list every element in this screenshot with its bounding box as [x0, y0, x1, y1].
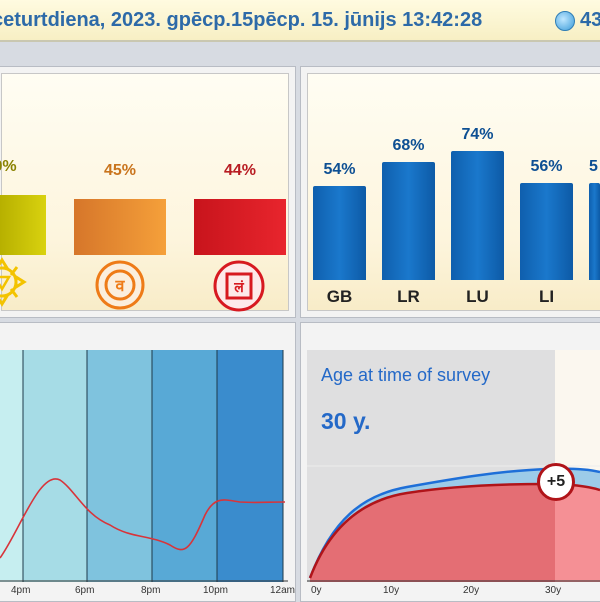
age-tick-0y: 0y	[311, 585, 322, 596]
age-tick-30y: 30y	[545, 585, 562, 596]
age-chart	[307, 350, 600, 582]
meridian-label-lr: LR	[397, 287, 420, 306]
chakra-bar-1	[0, 195, 46, 255]
day-segment-2	[23, 350, 87, 582]
age-badge-label: +5	[546, 473, 566, 490]
top-bar: ceturtdiena, 2023. gpēcp.15pēcp. 15. jūn…	[0, 0, 600, 42]
meridian-bar-li	[520, 183, 573, 280]
meridian-bar-gb	[313, 186, 366, 280]
current-datetime: ceturtdiena, 2023. gpēcp.15pēcp. 15. jūn…	[0, 9, 483, 31]
age-lower-area	[310, 484, 555, 582]
meridian-percent-lu: 74%	[461, 126, 494, 143]
chakra-percent-1: 0%	[0, 158, 17, 175]
chakra-percent-2: 45%	[103, 162, 137, 179]
day-segment-5	[217, 350, 283, 582]
day-tick-6pm: 6pm	[75, 585, 95, 596]
solar-plexus-chakra-icon	[0, 257, 27, 307]
chakra-percent-3: 44%	[223, 162, 257, 179]
meridian-label-gb: GB	[326, 287, 353, 306]
meridian-label-li: LI	[538, 287, 555, 306]
day-tick-4pm: 4pm	[11, 585, 31, 596]
meridian-bar-lu	[451, 151, 504, 280]
chakra-panel	[0, 66, 296, 318]
svg-text:लं: लं	[233, 280, 244, 296]
meridian-label-lu: LU	[466, 287, 489, 306]
day-tick-10pm: 10pm	[203, 585, 229, 596]
chakra-bar-3	[194, 199, 286, 255]
meridian-percent-5: 5	[589, 158, 598, 175]
meridian-bar-5	[589, 183, 600, 280]
day-curve	[0, 478, 286, 559]
age-badge[interactable]: +5	[537, 463, 575, 501]
day-segment-1	[0, 350, 23, 582]
age-value: 30 y.	[321, 408, 371, 434]
sacral-chakra-icon: व	[95, 260, 145, 310]
age-tick-20y: 20y	[463, 585, 480, 596]
root-chakra-icon: लं	[213, 260, 265, 312]
age-title: Age at time of survey	[321, 365, 491, 385]
meridian-percent-lr: 68%	[392, 137, 425, 154]
age-lower-area-future	[555, 484, 600, 582]
age-tick-10y: 10y	[383, 585, 400, 596]
day-segment-4	[152, 350, 217, 582]
user-icon[interactable]	[555, 11, 575, 31]
day-segment-3	[87, 350, 152, 582]
meridian-percent-gb: 54%	[323, 161, 356, 178]
user-count: 43	[580, 9, 600, 31]
day-tick-8pm: 8pm	[141, 585, 161, 596]
day-chart	[0, 350, 288, 582]
meridian-bar-lr	[382, 162, 435, 280]
svg-text:व: व	[115, 276, 126, 295]
chakra-bar-2	[74, 199, 166, 255]
day-tick-12am: 12am	[270, 585, 296, 596]
meridian-percent-li: 56%	[530, 158, 563, 175]
